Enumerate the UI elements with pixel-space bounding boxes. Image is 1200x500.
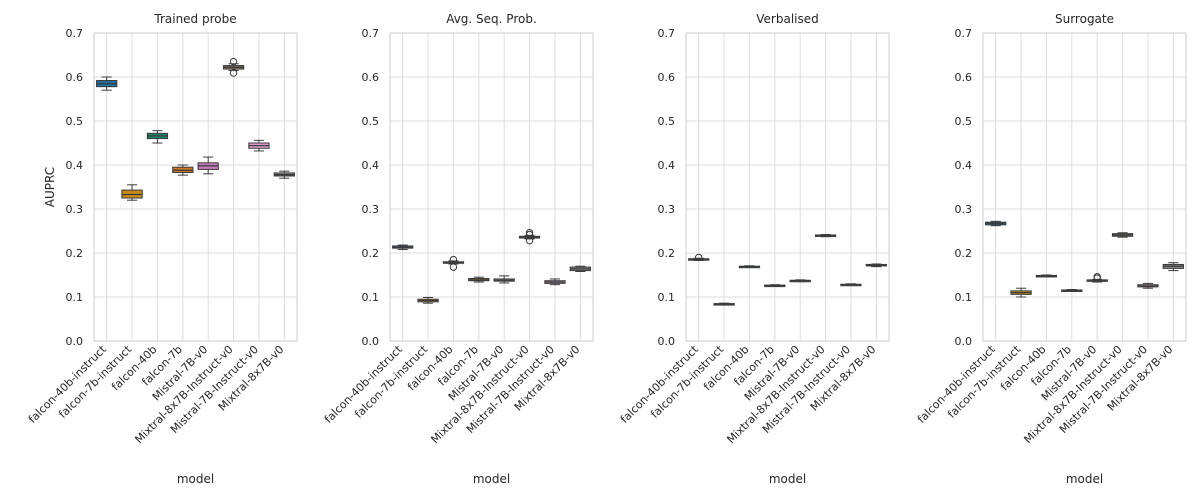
ytick-label: 0.1	[955, 291, 973, 304]
ytick-label: 0.0	[658, 335, 676, 348]
ytick-label: 0.4	[955, 159, 973, 172]
ytick-label: 0.7	[658, 27, 676, 40]
box-falcon-7b-instruct	[1010, 287, 1032, 298]
ytick-label: 0.1	[66, 291, 84, 304]
x-axis-label: model	[177, 472, 214, 486]
outlier-point	[449, 263, 458, 271]
box-Mistral-7B-v0	[493, 275, 515, 284]
box-falcon-40b-instruct	[392, 244, 414, 250]
y-axis-label: AUPRC	[43, 167, 57, 207]
box-falcon-7b-instruct	[417, 296, 439, 304]
panel-2: 0.00.10.20.30.40.50.60.7falcon-40b-instr…	[322, 12, 594, 486]
box-falcon-40b-instruct	[985, 220, 1007, 227]
box-Mistral-7B-Instruct-v0	[1137, 282, 1159, 289]
ytick-label: 0.5	[955, 115, 973, 128]
ytick-label: 0.0	[66, 335, 84, 348]
x-axis-label: model	[769, 472, 806, 486]
x-axis-label: model	[473, 472, 510, 486]
ytick-label: 0.6	[658, 71, 676, 84]
ytick-label: 0.0	[955, 335, 973, 348]
panel-title: Verbalised	[756, 12, 818, 26]
ytick-label: 0.4	[362, 159, 380, 172]
ytick-label: 0.4	[658, 159, 676, 172]
outlier-point	[1093, 274, 1101, 282]
box-Mixtral-8x7B-v0	[273, 170, 295, 179]
ytick-label: 0.7	[66, 27, 84, 40]
ytick-label: 0.5	[658, 115, 676, 128]
ytick-label: 0.2	[362, 247, 380, 260]
outlier-point	[449, 255, 458, 264]
box-falcon-40b-instruct	[688, 253, 710, 262]
box-falcon-40b	[1035, 274, 1058, 278]
box-Mistral-7B-v0	[789, 279, 811, 283]
box-Mistral-7B-v0	[1086, 273, 1108, 283]
box-falcon-7b-instruct	[713, 302, 735, 306]
box-falcon-40b-instruct	[96, 76, 118, 91]
outlier-point	[525, 236, 534, 245]
ytick-label: 0.7	[362, 27, 380, 40]
ytick-label: 0.0	[362, 335, 380, 348]
ytick-label: 0.2	[66, 247, 84, 260]
ytick-label: 0.5	[66, 115, 84, 128]
ytick-label: 0.1	[658, 291, 676, 304]
box-Mistral-7B-v0	[197, 156, 219, 175]
box-falcon-40b	[738, 265, 761, 269]
outlier-point	[229, 57, 238, 66]
ytick-label: 0.6	[955, 71, 973, 84]
panel-frame	[685, 32, 890, 342]
box-falcon-40b	[442, 255, 465, 271]
box-Mixtral-8x7B-v0	[865, 263, 887, 268]
outlier-point	[229, 69, 238, 77]
box-Mixtral-8x7B-Instruct-v0	[222, 57, 245, 77]
panel-4: 0.00.10.20.30.40.50.60.7falcon-40b-instr…	[915, 12, 1187, 486]
ytick-label: 0.6	[66, 71, 84, 84]
ytick-label: 0.3	[658, 203, 676, 216]
box-Mistral-7B-Instruct-v0	[248, 139, 270, 152]
panel-3: 0.00.10.20.30.40.50.60.7falcon-40b-instr…	[618, 12, 890, 486]
panel-title: Trained probe	[153, 12, 236, 26]
x-axis-label: model	[1066, 472, 1103, 486]
box-falcon-7b	[764, 284, 786, 288]
ytick-label: 0.4	[66, 159, 84, 172]
ytick-label: 0.3	[362, 203, 380, 216]
panel-title: Avg. Seq. Prob.	[446, 12, 537, 26]
panel-frame	[389, 32, 594, 342]
box-falcon-7b	[1061, 289, 1083, 292]
panel-frame	[93, 32, 298, 342]
box-falcon-7b	[468, 276, 490, 283]
ytick-label: 0.5	[362, 115, 380, 128]
ytick-label: 0.7	[955, 27, 973, 40]
box-Mixtral-8x7B-Instruct-v0	[814, 234, 837, 238]
panel-title: Surrogate	[1055, 12, 1114, 26]
box-Mixtral-8x7B-Instruct-v0	[1111, 232, 1134, 238]
outlier-point	[694, 253, 703, 262]
box-Mixtral-8x7B-Instruct-v0	[518, 229, 541, 245]
ytick-label: 0.6	[362, 71, 380, 84]
box-Mixtral-8x7B-v0	[1162, 262, 1184, 272]
box-falcon-40b	[146, 130, 169, 144]
box-Mixtral-8x7B-v0	[569, 265, 591, 272]
box-falcon-7b-instruct	[121, 184, 143, 201]
ytick-label: 0.3	[66, 203, 84, 216]
ytick-label: 0.2	[658, 247, 676, 260]
ytick-label: 0.1	[362, 291, 380, 304]
box-Mistral-7B-Instruct-v0	[544, 278, 566, 286]
ytick-label: 0.2	[955, 247, 973, 260]
box-falcon-7b	[172, 164, 194, 176]
ytick-label: 0.3	[955, 203, 973, 216]
panel-1: 0.00.10.20.30.40.50.60.7falcon-40b-instr…	[26, 12, 298, 486]
panel-frame	[982, 32, 1187, 342]
box-Mistral-7B-Instruct-v0	[840, 283, 862, 287]
